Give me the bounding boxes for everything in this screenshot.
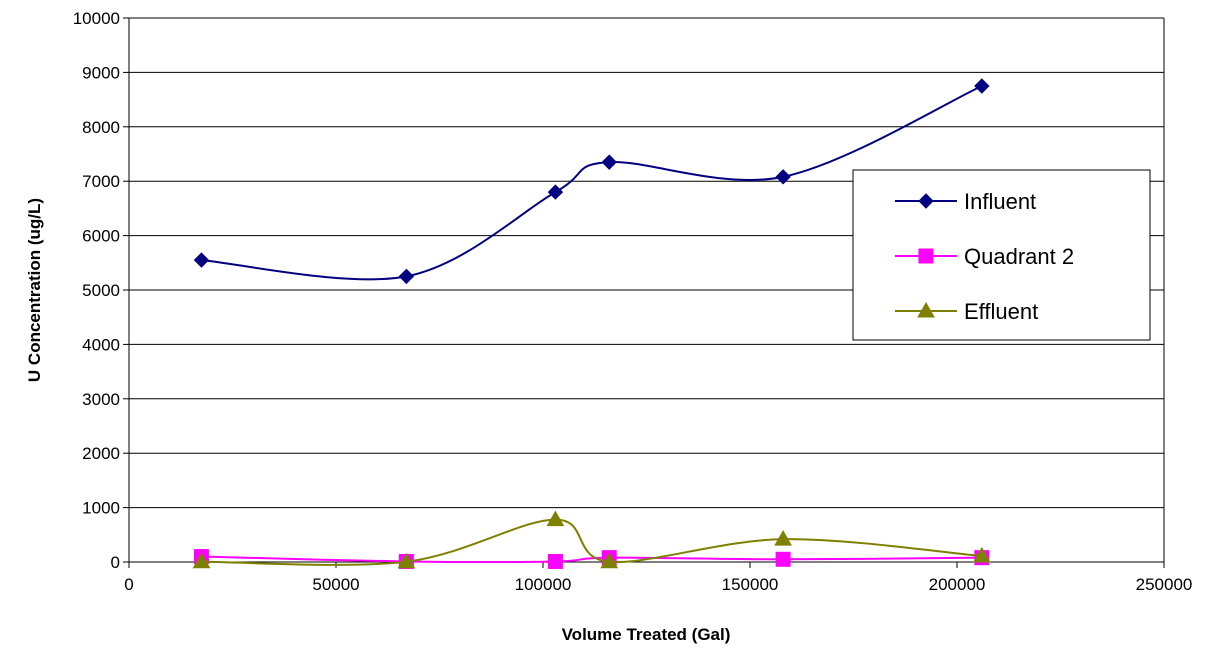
series-effluent: [192, 510, 991, 569]
x-axis-ticks: 0 50000 100000 150000 200000 250000: [124, 562, 1192, 594]
x-axis-title: Volume Treated (Gal): [562, 625, 731, 644]
y-tick-label: 9000: [82, 63, 120, 82]
legend-marker-effluent: [917, 301, 935, 318]
data-point-effluent: [774, 530, 792, 546]
y-tick-label: 5000: [82, 281, 120, 300]
data-point-influent: [398, 268, 415, 285]
legend-item-influent: Influent: [895, 189, 1036, 214]
legend-marker-quadrant-2: [918, 248, 934, 264]
series-influent: [193, 78, 990, 285]
data-point-quadrant-2: [775, 551, 791, 567]
legend-items: Influent Quadrant 2 Effluent: [895, 189, 1074, 324]
data-point-influent: [974, 78, 990, 94]
data-point-effluent: [546, 510, 565, 527]
y-tick-label: 7000: [82, 172, 120, 191]
series-line-influent: [201, 85, 983, 281]
data-point-influent: [775, 169, 791, 185]
x-tick-label: 100000: [515, 575, 572, 594]
data-point-quadrant-2: [547, 553, 563, 569]
y-tick-label: 3000: [82, 390, 120, 409]
legend-item-quadrant-2: Quadrant 2: [895, 244, 1074, 269]
y-tick-label: 1000: [82, 499, 120, 518]
y-tick-label: 4000: [82, 335, 120, 354]
series-layer: [192, 78, 991, 569]
legend-item-effluent: Effluent: [895, 299, 1038, 324]
x-tick-label: 150000: [722, 575, 779, 594]
legend: Influent Quadrant 2 Effluent: [852, 169, 1151, 341]
x-tick-label: 200000: [929, 575, 986, 594]
series-line-effluent: [201, 518, 982, 566]
legend-label: Quadrant 2: [964, 244, 1074, 269]
data-point-influent: [601, 154, 617, 170]
data-point-effluent: [600, 552, 619, 569]
x-tick-label: 50000: [312, 575, 359, 594]
series-line-quadrant-2: [201, 555, 982, 564]
y-tick-label: 0: [111, 553, 120, 572]
legend-label: Influent: [964, 189, 1036, 214]
data-point-influent: [547, 184, 564, 200]
y-axis-ticks: 0 1000 2000 3000 4000 5000 6000 7000 8000 9000 100…: [73, 9, 129, 572]
data-point-effluent: [397, 552, 416, 569]
y-tick-label: 6000: [82, 227, 120, 246]
y-axis-title: U Concentration (ug/L): [25, 198, 44, 382]
legend-label: Effluent: [964, 299, 1038, 324]
x-tick-label: 0: [124, 575, 133, 594]
data-point-effluent: [972, 547, 991, 563]
y-tick-label: 2000: [82, 444, 120, 463]
y-tick-label: 8000: [82, 118, 120, 137]
legend-marker-influent: [918, 193, 934, 209]
y-tick-label: 10000: [73, 9, 120, 28]
data-point-effluent: [192, 552, 211, 569]
x-tick-label: 250000: [1136, 575, 1193, 594]
data-point-influent: [193, 252, 210, 268]
